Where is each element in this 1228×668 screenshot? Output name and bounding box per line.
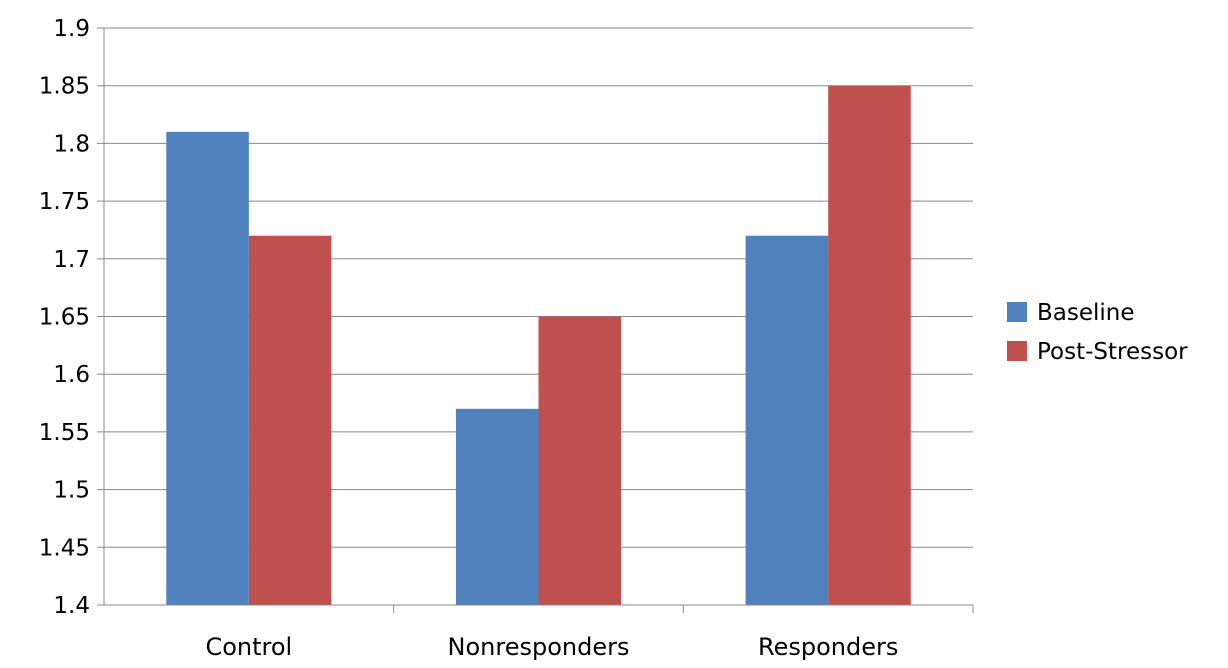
legend-label: Post-Stressor (1037, 339, 1188, 365)
y-tick-label: 1.5 (53, 478, 90, 504)
y-tick-labels: 1.4 1.45 1.5 1.55 1.6 1.65 1.7 1.75 1.8 1.85 1.9 (39, 16, 90, 619)
y-tick-label: 1.85 (39, 74, 90, 100)
bar-baseline-nonresponders (455, 408, 539, 605)
x-category-labels: Control Nonresponders Responders (205, 633, 898, 661)
bar-post-stressor-nonresponders (538, 316, 622, 605)
legend: Baseline Post-Stressor (1007, 300, 1188, 365)
y-tick-label: 1.7 (53, 247, 90, 273)
bar-post-stressor-responders (828, 85, 911, 605)
y-tick-label: 1.9 (53, 16, 90, 42)
bar-post-stressor-control (248, 235, 332, 605)
legend-swatch (1007, 341, 1027, 361)
bar-baseline-control (166, 131, 249, 606)
y-tick-label: 1.65 (39, 305, 90, 331)
y-tick-label: 1.8 (53, 131, 90, 157)
x-category-label: Responders (758, 633, 898, 661)
y-tick-label: 1.45 (39, 535, 90, 561)
y-tick-label: 1.6 (53, 362, 90, 388)
legend-label: Baseline (1037, 300, 1135, 326)
legend-swatch (1007, 302, 1027, 322)
bars (166, 85, 911, 606)
y-tick-label: 1.75 (39, 189, 90, 215)
y-tick-label: 1.55 (39, 420, 90, 446)
x-category-label: Control (205, 633, 292, 661)
axes (97, 27, 974, 613)
x-category-label: Nonresponders (448, 633, 630, 661)
bar-baseline-responders (745, 235, 829, 605)
y-tick-label: 1.4 (53, 593, 90, 619)
